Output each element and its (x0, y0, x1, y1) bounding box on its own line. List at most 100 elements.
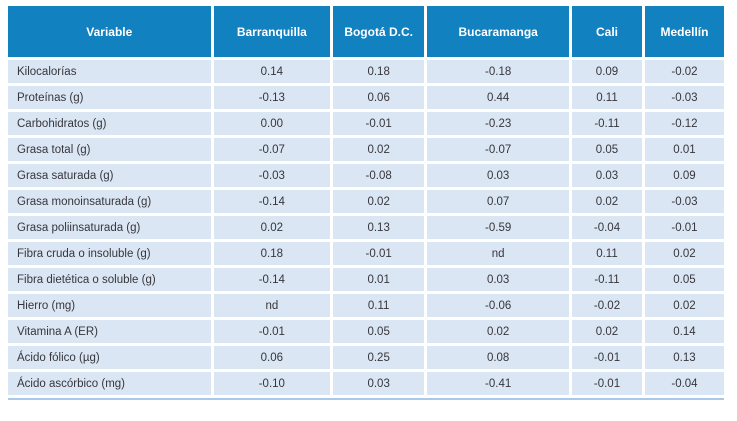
value-cell: 0.14 (213, 60, 331, 83)
table-row: Grasa saturada (g) -0.03 -0.08 0.03 0.03 0.09 (8, 164, 724, 187)
variable-cell: Grasa saturada (g) (8, 164, 211, 187)
value-cell: -0.01 (213, 320, 331, 343)
value-cell: nd (213, 294, 331, 317)
correlation-table-container: Variable Barranquilla Bogotá D.C. Bucara… (5, 3, 727, 400)
table-header: Variable Barranquilla Bogotá D.C. Bucara… (8, 6, 724, 57)
table-row: Ácido ascórbico (mg) -0.10 0.03 -0.41 -0.01-… (8, 372, 724, 395)
value-cell: 0.08 (427, 346, 570, 369)
value-cell: -0.01 (572, 346, 642, 369)
value-cell: 0.13 (333, 216, 425, 239)
value-cell: nd (427, 242, 570, 265)
value-cell: 0.02 (427, 320, 570, 343)
table-row: Carbohidratos (g) 0.00 -0.01 -0.23 -0.11 -0.1… (8, 112, 724, 135)
variable-cell: Grasa total (g) (8, 138, 211, 161)
value-cell: -0.41 (427, 372, 570, 395)
value-cell: 0.01 (644, 138, 724, 161)
table-row: Fibra dietética o soluble (g) -0.14 0.01 0.… (8, 268, 724, 291)
variable-cell: Carbohidratos (g) (8, 112, 211, 135)
value-cell: -0.03 (644, 86, 724, 109)
value-cell: -0.01 (644, 216, 724, 239)
value-cell: -0.14 (213, 190, 331, 213)
table-row: Grasa total (g) -0.07 0.02 -0.07 0.05 0.01 (8, 138, 724, 161)
value-cell: -0.13 (213, 86, 331, 109)
city-variable-table: Variable Barranquilla Bogotá D.C. Bucara… (5, 3, 727, 398)
value-cell: 0.03 (333, 372, 425, 395)
variable-cell: Fibra dietética o soluble (g) (8, 268, 211, 291)
variable-cell: Grasa monoinsaturada (g) (8, 190, 211, 213)
value-cell: 0.18 (213, 242, 331, 265)
value-cell: -0.01 (333, 112, 425, 135)
value-cell: 0.03 (572, 164, 642, 187)
value-cell: 0.02 (333, 190, 425, 213)
value-cell: -0.03 (213, 164, 331, 187)
value-cell: -0.14 (213, 268, 331, 291)
value-cell: -0.04 (644, 372, 724, 395)
value-cell: -0.06 (427, 294, 570, 317)
value-cell: -0.10 (213, 372, 331, 395)
variable-cell: Ácido fólico (µg) (8, 346, 211, 369)
table-row: Fibra cruda o insoluble (g) 0.18 -0.01 nd 0.… (8, 242, 724, 265)
table-bottom-rule (8, 398, 724, 400)
table-row: Grasa monoinsaturada (g) -0.14 0.02 0.07 0.0… (8, 190, 724, 213)
column-header-cali: Cali (572, 6, 642, 57)
value-cell: 0.09 (644, 164, 724, 187)
value-cell: 0.05 (572, 138, 642, 161)
value-cell: -0.02 (644, 60, 724, 83)
variable-cell: Grasa poliinsaturada (g) (8, 216, 211, 239)
value-cell: 0.07 (427, 190, 570, 213)
column-header-barranquilla: Barranquilla (213, 6, 331, 57)
variable-cell: Ácido ascórbico (mg) (8, 372, 211, 395)
value-cell: 0.44 (427, 86, 570, 109)
value-cell: -0.18 (427, 60, 570, 83)
value-cell: 0.13 (644, 346, 724, 369)
value-cell: -0.11 (572, 268, 642, 291)
value-cell: 0.09 (572, 60, 642, 83)
table-row: Proteínas (g) -0.13 0.06 0.44 0.11 -0.03 (8, 86, 724, 109)
value-cell: 0.11 (572, 242, 642, 265)
value-cell: 0.05 (333, 320, 425, 343)
table-row: Grasa poliinsaturada (g) 0.02 0.13 -0.59 -0.… (8, 216, 724, 239)
value-cell: 0.11 (572, 86, 642, 109)
value-cell: -0.07 (427, 138, 570, 161)
value-cell: 0.05 (644, 268, 724, 291)
variable-cell: Fibra cruda o insoluble (g) (8, 242, 211, 265)
value-cell: -0.07 (213, 138, 331, 161)
value-cell: 0.02 (572, 190, 642, 213)
value-cell: -0.59 (427, 216, 570, 239)
value-cell: 0.02 (644, 294, 724, 317)
value-cell: 0.14 (644, 320, 724, 343)
value-cell: 0.25 (333, 346, 425, 369)
value-cell: -0.01 (333, 242, 425, 265)
table-row: Kilocalorías 0.14 0.18 -0.18 0.09 -0.02 (8, 60, 724, 83)
value-cell: 0.06 (333, 86, 425, 109)
value-cell: 0.02 (333, 138, 425, 161)
header-row: Variable Barranquilla Bogotá D.C. Bucara… (8, 6, 724, 57)
variable-cell: Proteínas (g) (8, 86, 211, 109)
value-cell: 0.11 (333, 294, 425, 317)
column-header-variable: Variable (8, 6, 211, 57)
table-row: Ácido fólico (µg) 0.06 0.25 0.08 -0.01 0.13 (8, 346, 724, 369)
variable-cell: Kilocalorías (8, 60, 211, 83)
value-cell: 0.01 (333, 268, 425, 291)
value-cell: 0.02 (572, 320, 642, 343)
value-cell: -0.01 (572, 372, 642, 395)
variable-cell: Hierro (mg) (8, 294, 211, 317)
value-cell: 0.02 (213, 216, 331, 239)
table-body: Kilocalorías 0.14 0.18 -0.18 0.09 -0.02 Proteí… (8, 60, 724, 395)
value-cell: 0.00 (213, 112, 331, 135)
table-row: Vitamina A (ER) -0.01 0.05 0.02 0.02 0.14 (8, 320, 724, 343)
value-cell: -0.11 (572, 112, 642, 135)
value-cell: -0.02 (572, 294, 642, 317)
variable-cell: Vitamina A (ER) (8, 320, 211, 343)
value-cell: -0.12 (644, 112, 724, 135)
value-cell: -0.03 (644, 190, 724, 213)
value-cell: 0.06 (213, 346, 331, 369)
table-row: Hierro (mg) nd 0.11 -0.06 -0.02 0.02 (8, 294, 724, 317)
value-cell: -0.08 (333, 164, 425, 187)
value-cell: -0.04 (572, 216, 642, 239)
column-header-bucaramanga: Bucaramanga (427, 6, 570, 57)
value-cell: 0.03 (427, 268, 570, 291)
column-header-medellin: Medellín (644, 6, 724, 57)
column-header-bogota: Bogotá D.C. (333, 6, 425, 57)
value-cell: 0.02 (644, 242, 724, 265)
